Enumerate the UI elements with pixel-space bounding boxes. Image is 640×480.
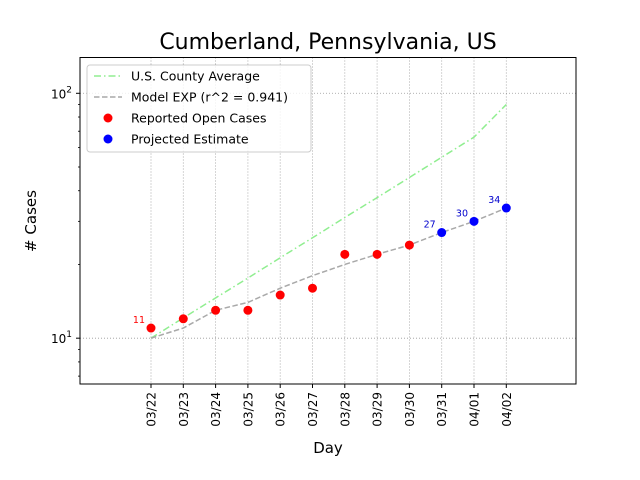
data-label: 34 [488, 195, 500, 206]
x-tick-label: 04/01 [468, 392, 482, 427]
data-point [437, 228, 447, 238]
legend: U.S. County Average Model EXP (r^2 = 0.94… [86, 64, 312, 153]
marker-layer [146, 203, 511, 333]
x-tick-label: 03/27 [306, 392, 320, 427]
legend-label: Reported Open Cases [131, 111, 267, 126]
data-label: 27 [424, 220, 436, 231]
series-layer [150, 103, 507, 339]
y-tick-label: 101 [51, 330, 72, 346]
x-tick-label: 03/26 [274, 392, 288, 427]
data-point [340, 249, 350, 259]
data-label: 11 [133, 315, 145, 326]
x-tick-label: 04/02 [500, 392, 514, 427]
data-point [275, 290, 285, 300]
legend-box [86, 64, 312, 153]
x-axis-label: Day [313, 439, 343, 457]
axes: 03/22 03/23 03/24 03/25 03/26 03/27 03/28 03/29… [51, 85, 514, 426]
x-tick-label: 03/22 [145, 392, 159, 427]
data-point [404, 240, 414, 250]
x-tick-label: 03/28 [338, 392, 352, 427]
data-point [243, 305, 253, 315]
data-label: 30 [456, 208, 468, 219]
x-tick-label: 03/24 [209, 392, 223, 427]
x-tick-label: 03/30 [403, 392, 417, 427]
legend-label: Projected Estimate [131, 132, 249, 147]
data-point [146, 323, 156, 333]
y-tick-label: 102 [51, 85, 72, 101]
x-tick-label: 03/25 [241, 392, 255, 427]
series-line [150, 103, 507, 339]
data-point [501, 203, 511, 213]
data-point [178, 314, 188, 324]
data-point [469, 216, 479, 226]
plot-frame [79, 57, 577, 385]
legend-marker [103, 134, 113, 144]
legend-label: U.S. County Average [131, 69, 260, 84]
y-axis-label: # Cases [22, 190, 40, 252]
data-point [308, 283, 317, 293]
legend-label: Model EXP (r^2 = 0.941) [131, 90, 288, 105]
chart-title: Cumberland, Pennsylvania, US [159, 30, 496, 55]
data-point [372, 249, 382, 259]
x-tick-label: 03/31 [435, 392, 449, 427]
data-point [211, 305, 221, 315]
annotation-layer: 11 27 30 34 [133, 195, 500, 326]
series-line [150, 207, 507, 339]
x-tick-label: 03/29 [371, 392, 385, 427]
legend-marker [103, 113, 113, 123]
x-tick-label: 03/23 [177, 392, 191, 427]
